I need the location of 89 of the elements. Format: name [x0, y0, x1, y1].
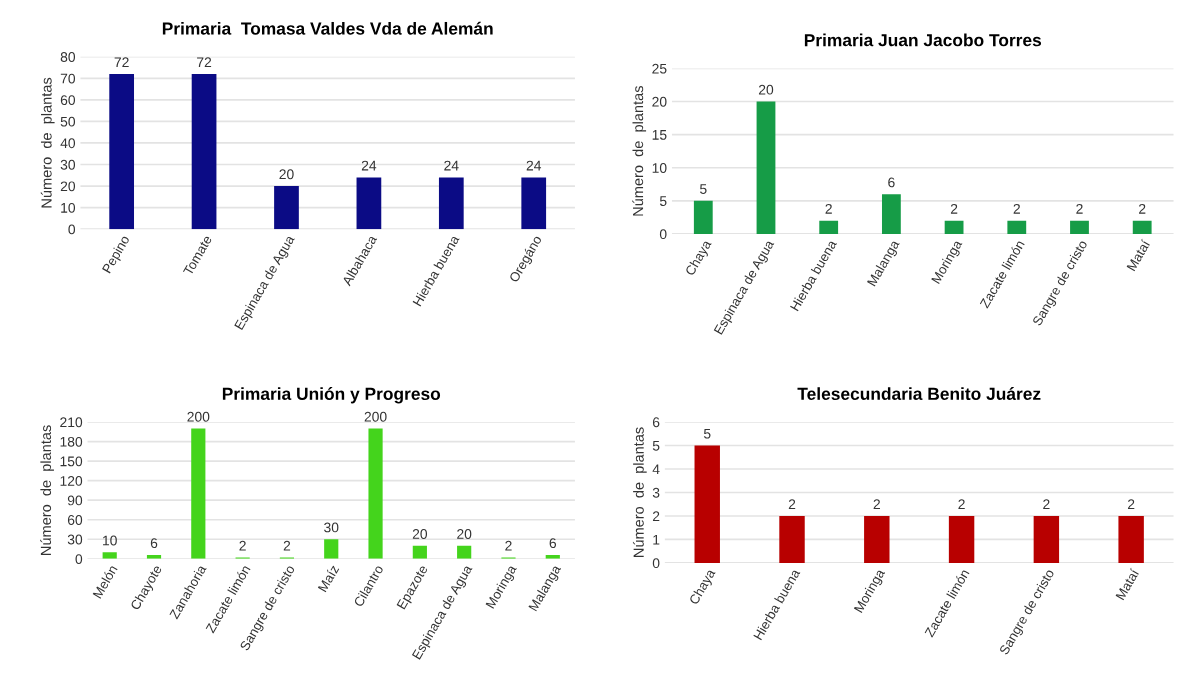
bar	[521, 177, 547, 230]
bar	[274, 186, 299, 230]
bar	[457, 545, 472, 559]
y-tick-label: 20	[60, 181, 76, 192]
y-tick-label: 1	[653, 534, 660, 545]
y-tick-label: 30	[67, 534, 83, 545]
y-tick-label: 2	[652, 511, 660, 521]
data-label: 72	[114, 57, 129, 67]
data-label: 10	[103, 535, 117, 546]
data-label: 2	[1043, 499, 1050, 509]
y-tick-label: 0	[652, 558, 660, 569]
y-axis-title: Número de plantas	[632, 427, 647, 557]
data-label: 6	[549, 538, 557, 549]
y-axis-title: Número de plantas	[40, 425, 54, 555]
y-tick-label: 70	[60, 73, 76, 84]
bar	[102, 552, 117, 559]
data-label: 2	[239, 540, 246, 551]
data-label: 2	[283, 540, 291, 551]
data-label: 2	[950, 203, 958, 214]
y-tick-label: 10	[652, 163, 667, 173]
chart-title: Primaria Juan Jacobo Torres	[804, 33, 1042, 47]
bar	[1070, 220, 1089, 234]
data-label: 2	[958, 499, 965, 509]
bar	[438, 177, 464, 230]
y-tick-label: 10	[61, 202, 76, 213]
y-tick-label: 15	[652, 130, 667, 140]
bar	[819, 220, 839, 234]
y-tick-label: 40	[60, 138, 76, 149]
data-label: 5	[703, 428, 711, 439]
y-tick-label: 60	[67, 515, 83, 525]
bar	[1132, 220, 1152, 234]
data-label: 24	[361, 160, 377, 171]
y-tick-label: 180	[60, 436, 83, 447]
data-label: 6	[888, 177, 895, 188]
data-label: 24	[526, 160, 542, 171]
y-tick-label: 4	[652, 464, 660, 475]
y-tick-label: 210	[60, 417, 83, 428]
y-tick-label: 6	[652, 417, 660, 428]
data-label: 20	[279, 169, 294, 180]
data-label: 2	[1013, 203, 1020, 214]
y-tick-label: 150	[60, 456, 83, 467]
bar	[368, 428, 383, 559]
y-tick-label: 25	[652, 63, 667, 74]
bar	[1007, 220, 1027, 234]
data-label: 2	[1139, 203, 1146, 214]
bar	[881, 194, 901, 234]
chart-title: Telesecundaria Benito Juárez	[797, 387, 1041, 400]
data-label: 5	[699, 184, 707, 194]
bar	[356, 177, 382, 230]
y-tick-label: 50	[60, 116, 76, 127]
y-tick-label: 80	[60, 52, 76, 62]
y-tick-label: 5	[659, 196, 667, 206]
data-label: 20	[457, 529, 472, 539]
data-label: 2	[825, 203, 832, 214]
bar	[944, 220, 964, 234]
bar	[191, 74, 217, 230]
y-tick-label: 120	[60, 475, 83, 486]
data-label: 200	[364, 411, 387, 422]
data-label: 72	[197, 57, 212, 67]
y-tick-label: 90	[67, 495, 83, 506]
y-tick-label: 0	[75, 554, 83, 564]
chart-title: Primaria Tomasa Valdes Vda de Alemán	[162, 21, 493, 35]
data-label: 2	[873, 499, 880, 509]
bar	[109, 74, 135, 230]
y-tick-label: 30	[60, 159, 76, 170]
y-tick-label: 0	[659, 229, 667, 240]
bar	[412, 545, 427, 559]
y-tick-label: 5	[652, 440, 660, 451]
data-label: 2	[1127, 499, 1135, 509]
data-label: 2	[788, 499, 796, 509]
data-label: 200	[187, 411, 210, 422]
data-label: 24	[444, 160, 459, 171]
y-axis-title: Número de plantas	[632, 86, 647, 216]
data-label: 20	[758, 84, 774, 95]
y-tick-label: 20	[652, 96, 667, 107]
data-label: 30	[324, 522, 339, 533]
chart-title: Primaria Unión y Progreso	[222, 387, 441, 404]
y-tick-label: 60	[60, 95, 76, 106]
y-tick-label: 0	[68, 224, 76, 235]
bar	[693, 200, 713, 234]
bar	[756, 101, 776, 234]
y-tick-label: 3	[652, 487, 660, 498]
data-label: 20	[412, 529, 428, 539]
data-label: 2	[505, 540, 512, 551]
data-label: 2	[1076, 203, 1083, 214]
bar	[191, 428, 206, 559]
data-label: 6	[150, 538, 158, 549]
y-axis-title: Número de plantas	[40, 77, 55, 208]
bar	[324, 539, 339, 559]
